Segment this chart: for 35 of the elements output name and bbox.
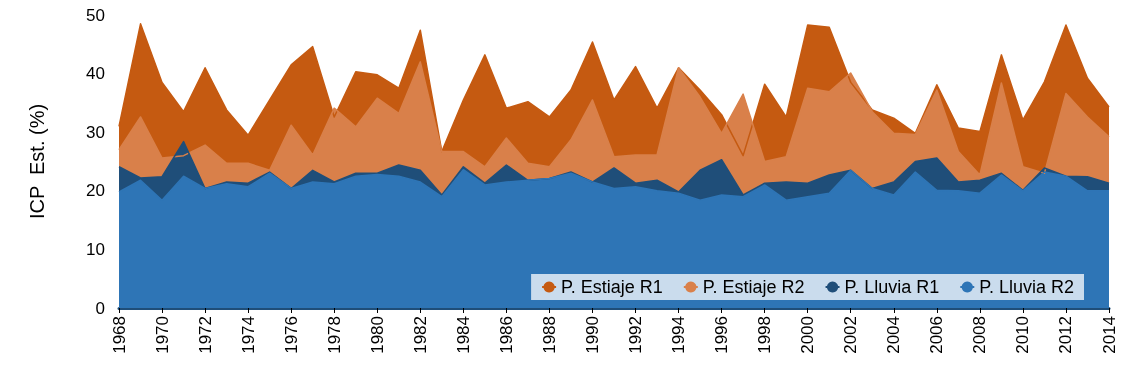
x-tick-label: 2006 xyxy=(927,316,947,354)
x-tick-label: 1974 xyxy=(238,316,258,354)
x-tick-label: 1986 xyxy=(496,316,516,354)
x-tick-label: 2004 xyxy=(884,316,904,354)
x-tick-label: 1978 xyxy=(324,316,344,354)
x-tick-label: 1976 xyxy=(281,316,301,354)
x-tick-label: 1994 xyxy=(669,316,689,354)
x-tick-label: 1988 xyxy=(539,316,559,354)
x-tick-label: 2000 xyxy=(798,316,818,354)
x-tick-label: 2010 xyxy=(1013,316,1033,354)
x-tick-label: 1970 xyxy=(152,316,172,354)
legend-label: P. Lluvia R2 xyxy=(979,277,1075,297)
x-tick-label: 1992 xyxy=(626,316,646,354)
y-axis-title: ICP Est. (%) xyxy=(26,103,48,220)
x-tick-label: 1968 xyxy=(109,316,129,354)
x-tick-label: 2012 xyxy=(1056,316,1076,354)
x-tick-label: 1984 xyxy=(453,316,473,354)
x-tick-label: 1990 xyxy=(582,316,602,354)
x-tick-label: 1996 xyxy=(712,316,732,354)
x-tick-label: 2002 xyxy=(841,316,861,354)
y-tick-label: 30 xyxy=(86,122,105,142)
x-tick-label: 1982 xyxy=(410,316,430,354)
y-tick-label: 20 xyxy=(86,181,105,201)
y-tick-label: 40 xyxy=(86,64,105,84)
legend-label: P. Lluvia R1 xyxy=(844,277,940,297)
x-tick-label: 2008 xyxy=(970,316,990,354)
legend-label: P. Estiaje R2 xyxy=(702,277,805,297)
x-tick-label: 1998 xyxy=(755,316,775,354)
legend-label: P. Estiaje R1 xyxy=(561,277,663,297)
y-tick-label: 50 xyxy=(86,5,105,25)
x-tick-label: 1972 xyxy=(195,316,215,354)
y-tick-label: 0 xyxy=(95,298,105,318)
x-tick-label: 2014 xyxy=(1099,316,1119,354)
y-tick-label: 10 xyxy=(86,239,105,259)
x-tick-label: 1980 xyxy=(367,316,387,354)
